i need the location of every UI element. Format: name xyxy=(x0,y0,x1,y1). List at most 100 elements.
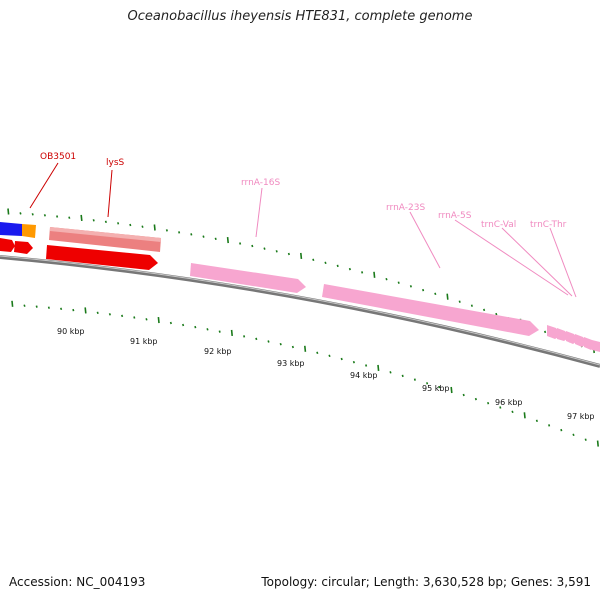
minor-tick xyxy=(340,357,343,361)
minor-tick xyxy=(328,354,331,358)
minor-tick xyxy=(243,335,246,338)
gene-label-rrnA-5S[interactable]: rrnA-5S xyxy=(438,211,472,221)
minor-tick xyxy=(401,374,404,378)
minor-tick xyxy=(239,242,242,245)
major-tick xyxy=(523,412,526,419)
minor-tick xyxy=(385,277,388,281)
scale-label: 91 kbp xyxy=(130,337,158,346)
minor-tick xyxy=(324,261,327,265)
feature-trna-arrow-6[interactable] xyxy=(592,340,600,352)
major-tick xyxy=(304,345,307,352)
minor-tick xyxy=(434,292,437,296)
scale-tick-track xyxy=(11,300,599,447)
leader-rrnA-16S xyxy=(255,187,263,238)
minor-tick xyxy=(190,233,193,236)
minor-tick xyxy=(43,214,46,217)
feature-red-arrow-small[interactable] xyxy=(14,241,33,254)
major-tick xyxy=(226,237,229,244)
minor-tick xyxy=(263,247,266,250)
gene-label-rrnA-16S[interactable]: rrnA-16S xyxy=(241,178,280,188)
minor-tick xyxy=(291,345,294,349)
scale-label: 93 kbp xyxy=(277,359,305,368)
genome-backbone-highlight xyxy=(0,255,600,366)
feature-orange[interactable] xyxy=(22,224,36,238)
feature-rrnA-23S[interactable] xyxy=(322,284,539,336)
major-tick xyxy=(446,293,449,300)
gene-label-trnC-Val[interactable]: trnC-Val xyxy=(481,220,516,230)
minor-tick xyxy=(413,378,416,381)
minor-tick xyxy=(267,340,270,343)
gene-label-OB3501[interactable]: OB3501 xyxy=(40,152,76,162)
minor-tick xyxy=(287,252,290,256)
leader-lysS xyxy=(107,169,113,218)
minor-tick xyxy=(206,328,209,331)
minor-tick xyxy=(178,231,181,234)
minor-tick xyxy=(218,330,221,333)
minor-tick xyxy=(194,325,197,329)
minor-tick xyxy=(117,222,120,225)
minor-tick xyxy=(584,438,587,441)
major-tick xyxy=(11,300,14,307)
minor-tick xyxy=(96,311,99,315)
gene-label-lysS[interactable]: lysS xyxy=(106,158,125,168)
minor-tick xyxy=(169,321,172,325)
minor-tick xyxy=(108,313,111,316)
gene-label-rrnA-23S[interactable]: rrnA-23S xyxy=(386,203,425,213)
gene-label-trnC-Thr[interactable]: trnC-Thr xyxy=(530,220,567,230)
minor-tick xyxy=(129,223,132,227)
feature-OB3501-arrow[interactable] xyxy=(46,245,158,270)
minor-tick xyxy=(121,314,124,318)
minor-tick xyxy=(470,304,473,307)
major-tick xyxy=(373,271,376,278)
major-tick xyxy=(80,214,83,221)
scale-label: 92 kbp xyxy=(204,347,232,356)
feature-rrnA-16S[interactable] xyxy=(190,263,306,293)
minor-tick xyxy=(426,382,429,385)
minor-tick xyxy=(495,312,498,316)
minor-tick xyxy=(361,271,364,274)
minor-tick xyxy=(336,264,339,268)
minor-tick xyxy=(511,410,514,414)
minor-tick xyxy=(462,393,465,397)
minor-tick xyxy=(312,258,315,262)
minor-tick xyxy=(365,364,368,367)
minor-tick xyxy=(141,225,144,228)
minor-tick xyxy=(499,406,502,409)
minor-tick xyxy=(483,308,486,312)
major-tick xyxy=(450,386,453,394)
leader-trnC-Val xyxy=(501,227,573,297)
scale-label: 95 kbp xyxy=(422,384,450,393)
minor-tick xyxy=(275,250,278,253)
minor-tick xyxy=(104,220,107,224)
minor-tick xyxy=(535,419,538,423)
page-title: Oceanobacillus iheyensis HTE831, complet… xyxy=(127,9,473,24)
minor-tick xyxy=(214,237,217,241)
minor-tick xyxy=(23,304,26,307)
major-tick xyxy=(300,252,303,259)
minor-tick xyxy=(572,433,575,437)
minor-tick xyxy=(165,229,168,232)
genome-summary-text: Topology: circular; Length: 3,630,528 bp… xyxy=(261,575,591,589)
minor-tick xyxy=(202,235,205,238)
minor-tick xyxy=(389,371,392,374)
scale-label: 97 kbp xyxy=(567,412,595,421)
minor-tick xyxy=(544,330,547,334)
minor-tick xyxy=(397,281,400,284)
minor-tick xyxy=(19,212,22,215)
minor-tick xyxy=(279,342,282,346)
minor-tick xyxy=(438,385,441,389)
leader-rrnA-5S xyxy=(454,219,569,296)
accession-text: Accession: NC_004193 xyxy=(9,575,146,589)
minor-tick xyxy=(348,267,351,271)
feature-red-left[interactable] xyxy=(0,238,15,252)
major-tick xyxy=(153,224,156,231)
minor-tick xyxy=(458,300,461,303)
minor-tick xyxy=(548,424,551,427)
minor-tick xyxy=(133,316,136,319)
minor-tick xyxy=(31,213,34,216)
feature-blue[interactable] xyxy=(0,222,22,236)
minor-tick xyxy=(68,216,71,219)
minor-tick xyxy=(56,215,59,218)
major-tick xyxy=(230,329,233,336)
